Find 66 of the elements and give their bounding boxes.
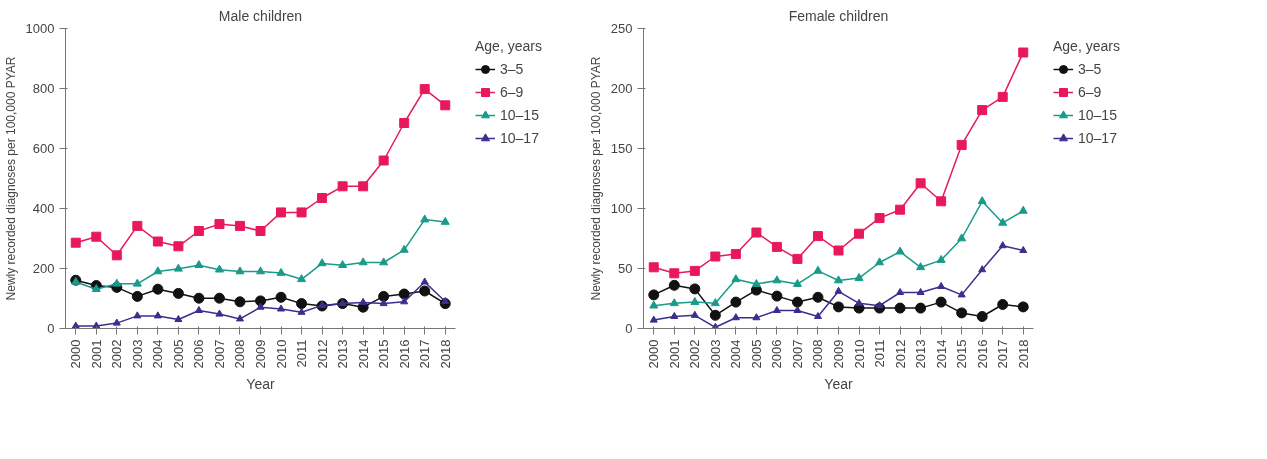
legend-label: 10–15 — [1078, 107, 1117, 123]
x-tick-label: 2004 — [728, 339, 744, 369]
x-tick-label: 2014 — [355, 339, 371, 369]
x-tick-label: 2017 — [995, 339, 1011, 369]
y-tick-label: 200 — [32, 261, 55, 276]
x-tick-label: 2010 — [273, 339, 289, 369]
legend-title: Age, years — [1053, 38, 1120, 54]
legend-label: 10–17 — [1078, 130, 1117, 146]
x-tick-label: 2008 — [810, 339, 826, 369]
x-tick-label: 2016 — [974, 339, 990, 369]
legend-label: 6–9 — [1078, 84, 1102, 100]
x-tick-label: 2015 — [954, 339, 970, 369]
chart-title: Female children — [788, 7, 889, 24]
legend-label: 10–17 — [500, 130, 539, 146]
x-tick-label: 2013 — [335, 339, 351, 369]
y-tick-label: 1000 — [25, 21, 55, 36]
x-tick-label: 2007 — [789, 339, 805, 369]
x-tick-label: 2000 — [68, 339, 84, 369]
x-tick-label: 2008 — [232, 339, 248, 369]
y-tick-label: 800 — [32, 81, 55, 96]
x-tick-label: 2001 — [666, 339, 682, 369]
y-tick-label: 200 — [610, 81, 633, 96]
x-tick-label: 2018 — [437, 339, 453, 369]
x-tick-label: 2013 — [913, 339, 929, 369]
x-tick-label: 2006 — [769, 339, 785, 369]
legend-title: Age, years — [475, 38, 542, 54]
x-tick-label: 2000 — [646, 339, 662, 369]
x-tick-label: 2005 — [748, 339, 764, 369]
x-axis-title: Year — [246, 376, 275, 393]
x-tick-label: 2017 — [417, 339, 433, 369]
legend-label: 3–5 — [1078, 61, 1102, 77]
x-tick-label: 2015 — [376, 339, 392, 369]
y-tick-label: 0 — [625, 321, 633, 336]
x-tick-label: 2002 — [687, 339, 703, 369]
x-tick-label: 2005 — [170, 339, 186, 369]
x-tick-label: 2011 — [294, 339, 310, 368]
x-tick-label: 2011 — [872, 339, 888, 368]
x-tick-label: 2006 — [191, 339, 207, 369]
y-tick-label: 50 — [618, 261, 633, 276]
x-tick-label: 2007 — [211, 339, 227, 369]
x-tick-label: 2016 — [396, 339, 412, 369]
x-tick-label: 2002 — [109, 339, 125, 369]
y-tick-label: 100 — [610, 201, 633, 216]
x-tick-label: 2010 — [851, 339, 867, 369]
y-axis-title: Newly recorded diagnoses per 100,000 PYAR — [3, 56, 18, 301]
x-tick-label: 2009 — [831, 339, 846, 369]
chart-title: Male children — [218, 7, 303, 24]
legend-label: 6–9 — [500, 84, 524, 100]
x-tick-label: 2012 — [892, 339, 908, 369]
x-tick-label: 2009 — [253, 339, 268, 369]
y-tick-label: 600 — [32, 141, 55, 156]
y-tick-label: 400 — [32, 201, 55, 216]
x-tick-label: 2018 — [1015, 339, 1031, 369]
legend-label: 3–5 — [500, 61, 524, 77]
x-axis-title: Year — [824, 376, 853, 393]
x-tick-label: 2003 — [707, 339, 723, 369]
y-axis-title: Newly recorded diagnoses per 100,000 PYAR — [588, 56, 603, 301]
x-tick-label: 2001 — [88, 339, 104, 369]
y-tick-label: 150 — [610, 141, 633, 156]
x-tick-label: 2014 — [933, 339, 949, 369]
legend-label: 10–15 — [500, 107, 539, 123]
y-tick-label: 0 — [47, 321, 55, 336]
y-tick-label: 250 — [610, 21, 633, 36]
x-tick-label: 2004 — [150, 339, 166, 369]
x-tick-label: 2012 — [314, 339, 330, 369]
x-tick-label: 2003 — [129, 339, 145, 369]
